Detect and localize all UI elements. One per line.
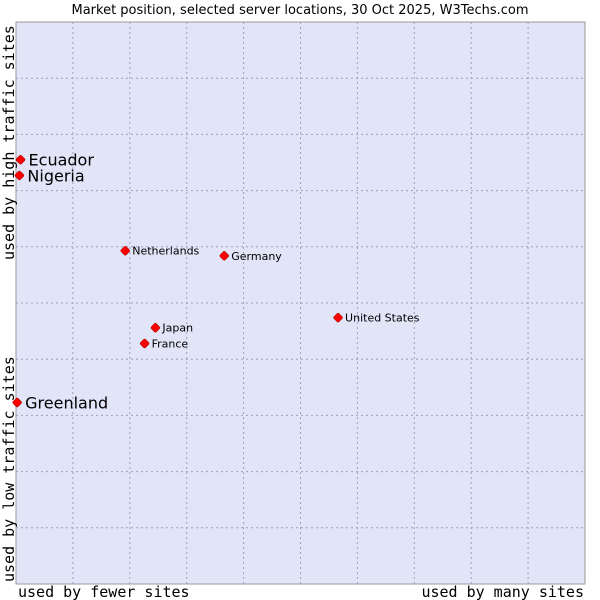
y-axis-high-label: used by high traffic sites	[0, 25, 18, 260]
grid-lines	[16, 22, 585, 584]
point-label-japan: Japan	[161, 322, 193, 335]
point-marker-nigeria	[14, 170, 25, 181]
point-label-greenland: Greenland	[25, 393, 108, 412]
point-marker-netherlands	[120, 246, 130, 256]
point-label-nigeria: Nigeria	[27, 166, 84, 185]
x-axis-low-label: used by fewer sites	[18, 583, 190, 600]
point-marker-japan	[150, 323, 161, 333]
point-label-germany: Germany	[231, 250, 282, 263]
point-label-ecuador: Ecuador	[29, 151, 95, 170]
point-marker-germany	[219, 251, 229, 261]
point-label-united-states: United States	[345, 312, 420, 325]
point-label-france: France	[152, 337, 189, 350]
point-label-netherlands: Netherlands	[132, 245, 199, 258]
y-axis-low-label: used by low traffic sites	[0, 356, 18, 582]
x-axis-high-label: used by many sites	[421, 583, 584, 600]
point-marker-united-states	[333, 312, 343, 323]
point-marker-greenland	[12, 397, 22, 408]
point-marker-ecuador	[15, 155, 26, 165]
point-marker-france	[139, 338, 150, 349]
chart-title: Market position, selected server locatio…	[71, 3, 528, 18]
